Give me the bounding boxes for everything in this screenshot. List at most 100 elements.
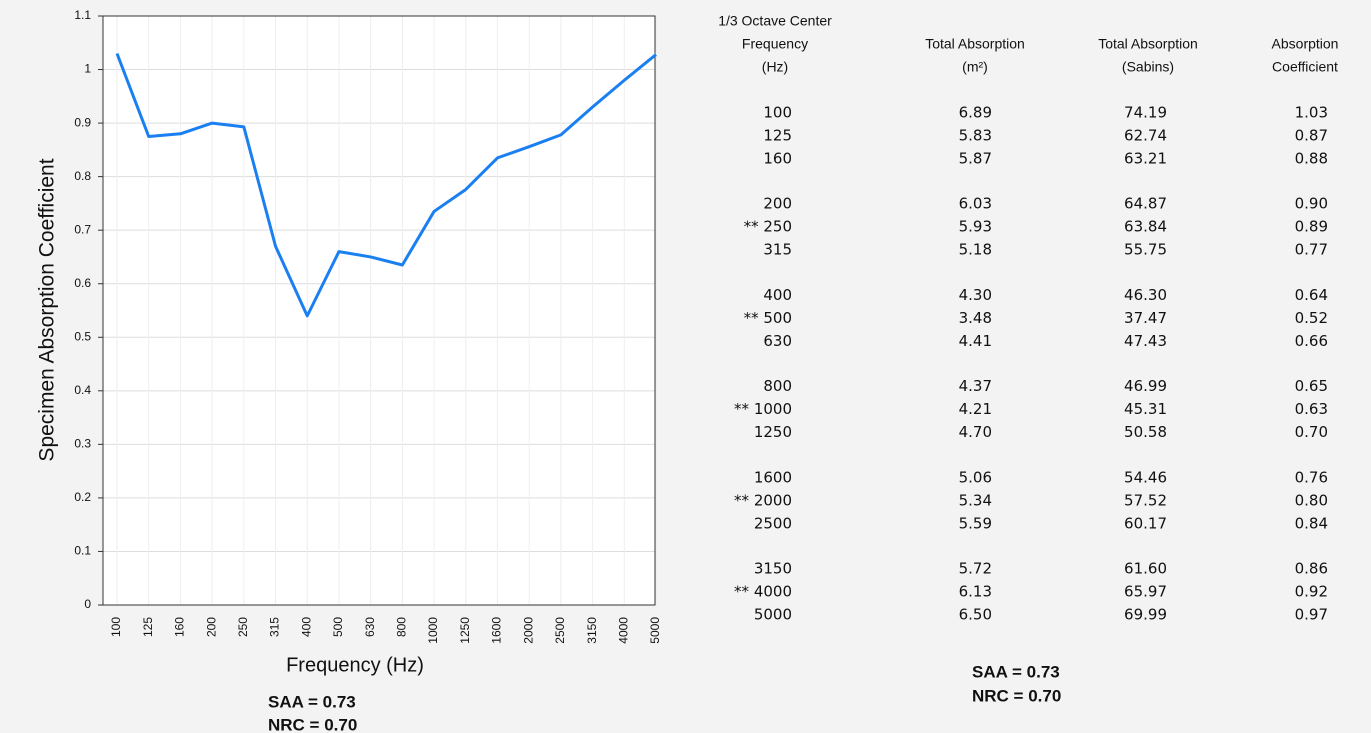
table-cell: 1600 xyxy=(754,468,792,486)
table-cell: 4.70 xyxy=(959,423,992,441)
table-cell: 0.76 xyxy=(1295,468,1328,486)
table-cell: 0.52 xyxy=(1295,309,1328,327)
y-tick-label: 0.5 xyxy=(74,329,91,343)
table-header: (Sabins) xyxy=(1122,59,1174,75)
x-tick-label: 1000 xyxy=(426,617,440,644)
table-cell: 6.13 xyxy=(959,583,992,601)
table-cell: 125 xyxy=(763,127,792,145)
table-cell: 54.46 xyxy=(1124,468,1167,486)
x-tick-label: 1250 xyxy=(458,617,472,644)
table-cell: 6.03 xyxy=(959,195,992,213)
table-cell: 5.59 xyxy=(959,514,992,532)
y-tick-label: 0.4 xyxy=(74,383,91,397)
x-tick-label: 630 xyxy=(363,617,377,637)
table-cell: 200 xyxy=(763,195,792,213)
y-tick-label: 0.2 xyxy=(74,490,91,504)
x-tick-label: 400 xyxy=(299,617,313,637)
table-cell: 47.43 xyxy=(1124,332,1167,350)
table-cell: 400 xyxy=(763,286,792,304)
y-tick-label: 0.3 xyxy=(74,437,91,451)
table-cell: 630 xyxy=(763,332,792,350)
x-tick-label: 1600 xyxy=(490,617,504,644)
table-cell: 6.89 xyxy=(959,104,992,122)
table-cell: 0.63 xyxy=(1295,400,1328,418)
table-cell: 63.84 xyxy=(1124,218,1167,236)
table-cell: 5.18 xyxy=(959,241,992,259)
table-cell: 0.88 xyxy=(1295,150,1328,168)
table-cell: ** 1000 xyxy=(734,400,792,418)
table-cell: 0.89 xyxy=(1295,218,1328,236)
table-cell: 5.34 xyxy=(959,491,992,509)
x-tick-label: 2000 xyxy=(521,617,535,644)
table-header: Frequency xyxy=(742,36,808,52)
table-cell: 5.06 xyxy=(959,468,992,486)
table-cell: 0.97 xyxy=(1295,606,1328,624)
table-cell: 45.31 xyxy=(1124,400,1167,418)
table-cell: 5000 xyxy=(754,606,792,624)
nrc-note: NRC = 0.70 xyxy=(268,715,357,733)
table-cell: 62.74 xyxy=(1124,127,1167,145)
table-cell: 800 xyxy=(763,377,792,395)
table-cell: 3.48 xyxy=(959,309,992,327)
table-cell: 0.77 xyxy=(1295,241,1328,259)
table-cell: 0.86 xyxy=(1295,560,1328,578)
table-header: 1/3 Octave Center xyxy=(718,13,832,29)
nrc-note: NRC = 0.70 xyxy=(972,686,1061,705)
table-cell: 5.87 xyxy=(959,150,992,168)
y-tick-label: 1.1 xyxy=(74,8,91,22)
table-cell: 57.52 xyxy=(1124,491,1167,509)
table-cell: 0.70 xyxy=(1295,423,1328,441)
plot-frame xyxy=(102,15,656,606)
table-cell: 5.83 xyxy=(959,127,992,145)
table-cell: 0.90 xyxy=(1295,195,1328,213)
table-cell: 1250 xyxy=(754,423,792,441)
table-cell: 37.47 xyxy=(1124,309,1167,327)
table-cell: 100 xyxy=(763,104,792,122)
table-cell: 315 xyxy=(763,241,792,259)
table-cell: 46.30 xyxy=(1124,286,1167,304)
table-cell: 63.21 xyxy=(1124,150,1167,168)
y-tick-label: 0.6 xyxy=(74,276,91,290)
table-cell: 160 xyxy=(763,150,792,168)
table-header: Total Absorption xyxy=(1098,36,1198,52)
table-cell: 61.60 xyxy=(1124,560,1167,578)
table-cell: 50.58 xyxy=(1124,423,1167,441)
y-tick-label: 0.9 xyxy=(74,115,91,129)
table-cell: 1.03 xyxy=(1295,104,1328,122)
table-cell: ** 500 xyxy=(744,309,792,327)
table-cell: ** 4000 xyxy=(734,583,792,601)
table-cell: 2500 xyxy=(754,514,792,532)
y-tick-label: 0.7 xyxy=(74,222,91,236)
saa-note: SAA = 0.73 xyxy=(972,662,1060,681)
table-cell: 65.97 xyxy=(1124,583,1167,601)
table-cell: 0.92 xyxy=(1295,583,1328,601)
table-cell: 55.75 xyxy=(1124,241,1167,259)
table-cell: 0.87 xyxy=(1295,127,1328,145)
table-cell: 0.80 xyxy=(1295,491,1328,509)
plot-area xyxy=(103,16,655,605)
table-cell: 4.21 xyxy=(959,400,992,418)
x-tick-label: 100 xyxy=(109,617,123,637)
x-tick-label: 4000 xyxy=(616,617,630,644)
x-tick-label: 125 xyxy=(141,617,155,637)
table-cell: 60.17 xyxy=(1124,514,1167,532)
y-tick-label: 1 xyxy=(84,62,91,76)
table-cell: 6.50 xyxy=(959,606,992,624)
table-cell: 74.19 xyxy=(1124,104,1167,122)
saa-note: SAA = 0.73 xyxy=(268,692,356,711)
x-tick-label: 160 xyxy=(173,617,187,637)
table-cell: 0.84 xyxy=(1295,514,1328,532)
x-tick-label: 800 xyxy=(395,617,409,637)
y-tick-label: 0 xyxy=(84,597,91,611)
table-cell: 69.99 xyxy=(1124,606,1167,624)
table-cell: 64.87 xyxy=(1124,195,1167,213)
table-cell: 4.41 xyxy=(959,332,992,350)
table-cell: 4.30 xyxy=(959,286,992,304)
y-axis-title: Specimen Absorption Coefficient xyxy=(36,158,59,461)
table-cell: 4.37 xyxy=(959,377,992,395)
x-tick-label: 315 xyxy=(268,617,282,637)
x-tick-label: 250 xyxy=(236,617,250,637)
table-header: Total Absorption xyxy=(925,36,1025,52)
table-header: (Hz) xyxy=(762,59,788,75)
